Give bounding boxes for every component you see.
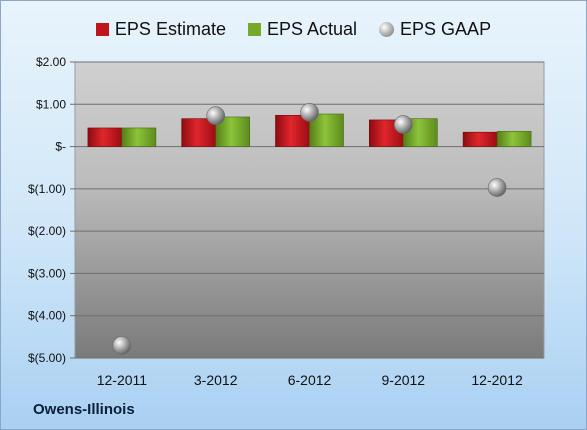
bar-eps-estimate [181,118,216,147]
x-tick-label: 3-2012 [194,372,238,388]
marker-eps-gaap [206,106,225,126]
y-tick-label: $1.00 [36,97,66,111]
legend-swatch-eps-actual [247,22,261,36]
x-tick-label: 12-2012 [471,372,523,388]
legend-marker-eps-gaap [379,21,395,37]
legend-label-eps-estimate: EPS Estimate [114,18,226,39]
legend-item-eps-estimate: EPS Estimate [95,18,226,40]
y-tick-label: $(4.00) [28,309,66,323]
bar-eps-estimate [87,127,123,147]
bar-eps-estimate [462,131,498,147]
legend-item-eps-gaap: EPS GAAP [379,19,491,40]
bar-eps-actual [121,127,157,147]
legend-label-eps-gaap: EPS GAAP [400,18,492,39]
y-tick-label: $2.00 [36,55,66,69]
bar-eps-actual [496,131,532,147]
marker-eps-gaap [487,178,507,197]
x-tick-label: 6-2012 [288,372,332,388]
x-tick-label: 9-2012 [382,372,426,388]
legend-item-eps-actual: EPS Actual [247,18,358,40]
legend: EPS Estimate EPS Actual EPS GAAP [0,14,587,44]
marker-eps-gaap [393,115,413,134]
company-name: Owens-Illinois [33,401,135,418]
legend-label-eps-actual: EPS Actual [266,18,358,39]
y-tick-label: $(5.00) [28,351,66,365]
y-tick-label: $(2.00) [28,224,66,238]
legend-swatch-eps-estimate [95,22,109,36]
y-tick-label: $- [55,140,66,154]
y-tick-label: $(3.00) [28,266,66,280]
marker-eps-gaap [112,336,132,355]
y-tick-label: $(1.00) [28,182,66,196]
x-tick-label: 12-2011 [97,372,148,388]
marker-eps-gaap [300,103,319,122]
